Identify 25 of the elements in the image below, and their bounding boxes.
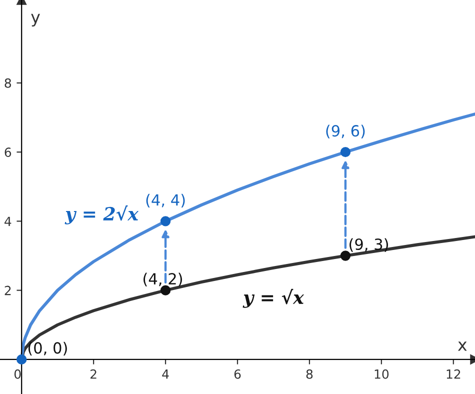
x-tick-label: 8 (306, 369, 313, 379)
x-tick-label: 2 (90, 369, 96, 379)
point (16, 354, 27, 365)
annotation: (4, 2) (144, 272, 182, 286)
point (340, 146, 351, 158)
series-label: y = 2√x (64, 205, 139, 224)
y-tick-label: 4 (4, 216, 12, 226)
x-tick-label: 6 (234, 369, 241, 379)
x-axis-title: x (458, 342, 467, 351)
point (160, 216, 171, 226)
x-tick-label: 4 (162, 370, 169, 379)
x-tick-label: 10 (374, 369, 389, 379)
annotation: (0, 0) (28, 342, 67, 356)
y-tick-label: 2 (4, 286, 11, 296)
annotation: (4, 4) (146, 194, 185, 208)
series-label: y = √x (242, 288, 304, 308)
annotation: (9, 6) (326, 124, 365, 138)
x-tick-label: 0 (14, 369, 21, 379)
point (340, 250, 351, 261)
point (160, 285, 171, 296)
x-tick-label: 12 (446, 369, 460, 379)
annotation: (9, 3) (350, 238, 388, 252)
y-axis-title: y (31, 14, 40, 26)
y-tick-label: 6 (4, 148, 12, 157)
y-tick-label: 8 (4, 78, 12, 88)
